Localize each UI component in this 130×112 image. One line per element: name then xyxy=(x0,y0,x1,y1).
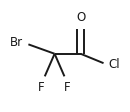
Text: Br: Br xyxy=(10,36,23,49)
Text: F: F xyxy=(38,81,45,94)
Text: Cl: Cl xyxy=(109,58,120,71)
Text: F: F xyxy=(64,81,71,94)
Text: O: O xyxy=(76,11,85,24)
